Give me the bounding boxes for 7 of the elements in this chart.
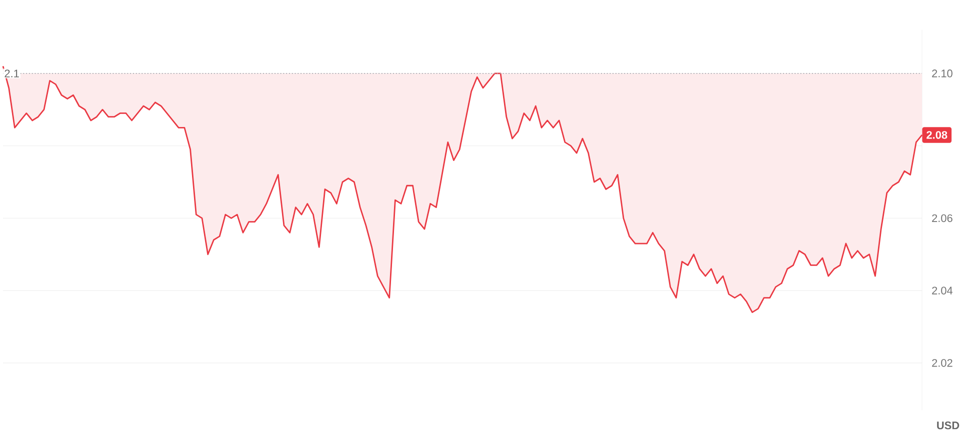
y-tick-label: 2.02: [932, 359, 952, 367]
y-tick-label: 2.10: [932, 70, 952, 78]
y-tick-label: 2.04: [932, 286, 953, 294]
y-axis-title: USD: [937, 422, 960, 430]
y-tick-label: 2.06: [932, 214, 952, 222]
ref-line-label: 2.1: [4, 70, 19, 78]
annotation: 2.08: [926, 131, 948, 139]
